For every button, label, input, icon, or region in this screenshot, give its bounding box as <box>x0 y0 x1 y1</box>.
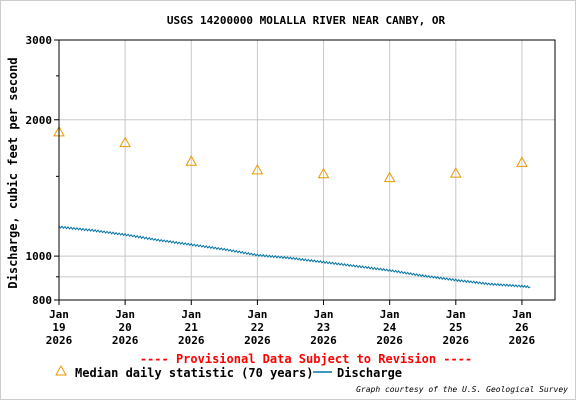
x-tick-label: 25 <box>449 321 462 334</box>
x-tick-label: 2026 <box>46 334 73 347</box>
x-tick-label: Jan <box>446 308 466 321</box>
plot-area <box>59 40 555 300</box>
y-tick-label: 2000 <box>26 114 53 127</box>
median-triangle-point <box>251 163 264 175</box>
y-axis-label: Discharge, cubic feet per second <box>6 57 20 288</box>
median-triangle-point <box>185 155 198 166</box>
legend-median-label: Median daily statistic (70 years) <box>75 366 313 380</box>
x-tick-label: Jan <box>49 308 69 321</box>
discharge-series <box>58 225 531 289</box>
x-tick-label: 26 <box>515 321 529 334</box>
y-tick-label: 800 <box>32 294 52 307</box>
chart-title: USGS 14200000 MOLALLA RIVER NEAR CANBY, … <box>167 14 446 27</box>
x-tick-label: 2026 <box>178 334 205 347</box>
x-tick-label: Jan <box>512 308 532 321</box>
x-tick-label: 2026 <box>509 334 536 347</box>
x-tick-label: 24 <box>383 321 397 334</box>
plot-border <box>58 39 556 301</box>
x-tick-label: Jan <box>181 308 201 321</box>
legend-triangle-icon <box>55 364 67 376</box>
x-tick-label: 20 <box>119 321 132 334</box>
credit-text: Graph courtesy of the U.S. Geological Su… <box>356 385 568 394</box>
median-triangle-point <box>317 167 330 179</box>
x-tick-label: Jan <box>380 308 400 321</box>
x-tick-label: Jan <box>247 308 267 321</box>
x-tick-label: 2026 <box>376 334 403 347</box>
x-tick-label: 2026 <box>443 334 470 347</box>
x-tick-label: 23 <box>317 321 330 334</box>
median-triangle-point <box>449 167 462 178</box>
x-tick-label: 19 <box>52 321 65 334</box>
x-axis: Jan192026Jan202026Jan212026Jan222026Jan2… <box>46 300 536 347</box>
x-tick-label: 2026 <box>112 334 139 347</box>
x-tick-label: 22 <box>251 321 264 334</box>
y-tick-label: 3000 <box>26 34 53 47</box>
x-tick-label: 21 <box>185 321 199 334</box>
legend-discharge-label: Discharge <box>337 366 402 380</box>
median-series <box>53 125 528 183</box>
grid <box>58 40 555 300</box>
median-triangle-point <box>516 156 528 167</box>
x-tick-label: 2026 <box>310 334 337 347</box>
legend: Median daily statistic (70 years) Discha… <box>55 364 402 380</box>
median-triangle-point <box>119 136 131 148</box>
provisional-note: ---- Provisional Data Subject to Revisio… <box>140 352 472 366</box>
y-tick-label: 1000 <box>26 250 53 263</box>
median-triangle-point <box>383 171 396 183</box>
x-tick-label: 2026 <box>244 334 271 347</box>
y-axis: 800 1000 2000 3000 <box>26 34 59 307</box>
x-tick-label: Jan <box>314 308 334 321</box>
discharge-line <box>58 225 531 289</box>
x-tick-label: Jan <box>115 308 135 321</box>
